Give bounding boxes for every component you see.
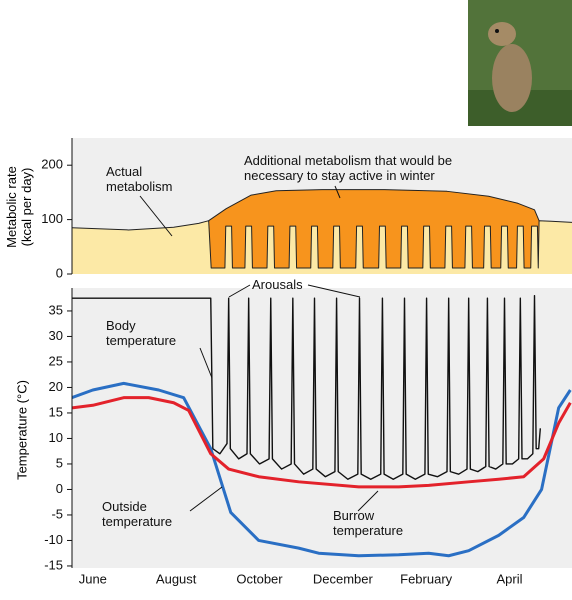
temperature-panel: -15 -10 -5 0 5 10 15 20 25 30 35 June August October D… xyxy=(44,288,572,586)
pointer xyxy=(228,284,251,298)
x-tick-label: August xyxy=(156,571,197,586)
pointer xyxy=(139,195,173,237)
pointer xyxy=(357,490,379,512)
y-tick-label: 15 xyxy=(49,404,63,419)
pointer xyxy=(334,185,341,199)
y-tick-label: -10 xyxy=(44,532,63,547)
area-fill xyxy=(72,220,572,274)
y-tick-label: 25 xyxy=(49,353,63,368)
y-tick-label: -15 xyxy=(44,557,63,572)
x-tick-label: October xyxy=(236,571,283,586)
pointer xyxy=(307,284,361,298)
plot-area xyxy=(72,189,572,274)
y-tick-label: 35 xyxy=(49,302,63,317)
annotation: Actual metabolism xyxy=(106,164,173,194)
y-tick-label: 100 xyxy=(41,211,63,226)
area-outline xyxy=(208,189,540,222)
y-tick-label: -5 xyxy=(51,506,63,521)
photo-squirrel-eye xyxy=(495,29,499,33)
series-label: Outside temperature xyxy=(102,499,173,529)
y-axis-title: Metabolic rate (kcal per day) xyxy=(4,166,34,248)
y-tick-label: 30 xyxy=(49,328,63,343)
y-tick-label: 5 xyxy=(56,455,63,470)
y-tick-label: 0 xyxy=(56,265,63,280)
series-line xyxy=(72,294,542,480)
x-tick-label: June xyxy=(79,571,107,586)
series-label: Body temperature xyxy=(106,318,177,348)
pointer xyxy=(199,347,213,379)
annotation: Additional metabolism that would be nece… xyxy=(244,153,453,183)
y-tick-label: 20 xyxy=(49,379,63,394)
series-line xyxy=(72,396,572,489)
photo xyxy=(468,0,572,126)
metabolism-panel: 0 100 200 xyxy=(41,138,572,280)
pointer xyxy=(189,486,223,512)
y-tick-label: 10 xyxy=(49,430,63,445)
y-tick-label: 200 xyxy=(41,157,63,172)
series-label: Burrow temperature xyxy=(333,508,404,538)
x-tick-label: December xyxy=(313,571,374,586)
x-tick-label: April xyxy=(496,571,522,586)
annotation: Arousals xyxy=(252,277,303,292)
series-line xyxy=(72,381,572,558)
y-axis-title: Temperature (°C) xyxy=(14,380,30,480)
y-tick-label: 0 xyxy=(56,481,63,496)
x-tick-label: February xyxy=(400,571,453,586)
area-outline xyxy=(72,220,572,269)
photo-squirrel-body xyxy=(492,44,532,112)
photo-squirrel-head xyxy=(488,22,516,46)
pointers xyxy=(139,185,379,512)
plot-area xyxy=(72,294,572,558)
